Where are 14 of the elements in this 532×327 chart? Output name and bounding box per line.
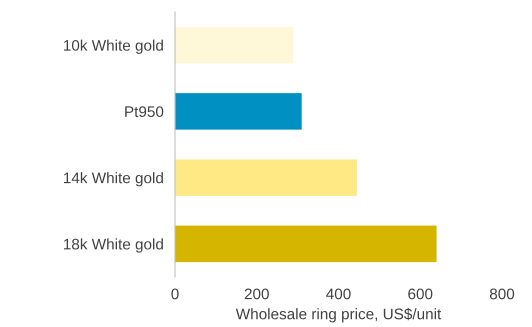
x-tick-label: 400: [326, 288, 351, 300]
x-axis-title: Wholesale ring price, US$/unit: [236, 308, 442, 322]
bar: [175, 226, 437, 262]
y-tick-label: Pt950: [125, 106, 164, 118]
bar: [175, 159, 357, 196]
x-tick-label: 0: [171, 288, 179, 300]
y-tick-label: 18k White gold: [64, 238, 163, 253]
x-tick-label: 200: [244, 288, 269, 300]
x-tick-label: 600: [408, 288, 432, 300]
x-tick-label: 800: [490, 288, 514, 300]
bar: [175, 93, 302, 130]
y-tick-label: 10k White gold: [64, 40, 163, 54]
y-tick-label: 14k White gold: [64, 172, 163, 186]
bar: [175, 26, 294, 64]
